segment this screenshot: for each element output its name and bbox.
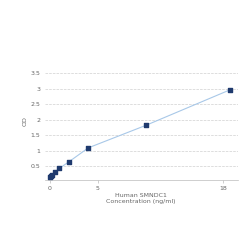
Point (228, 88, 232, 92)
Y-axis label: OD: OD (22, 116, 28, 126)
Point (86, 146, 90, 150)
Point (58, 166, 62, 170)
Point (48, 175, 52, 179)
Point (144, 123, 148, 127)
Point (67, 160, 71, 164)
X-axis label: Human SMNDC1
Concentration (ng/ml): Human SMNDC1 Concentration (ng/ml) (106, 193, 176, 204)
Point (50, 173, 54, 177)
Point (49, 174, 53, 178)
Point (52, 170, 56, 174)
